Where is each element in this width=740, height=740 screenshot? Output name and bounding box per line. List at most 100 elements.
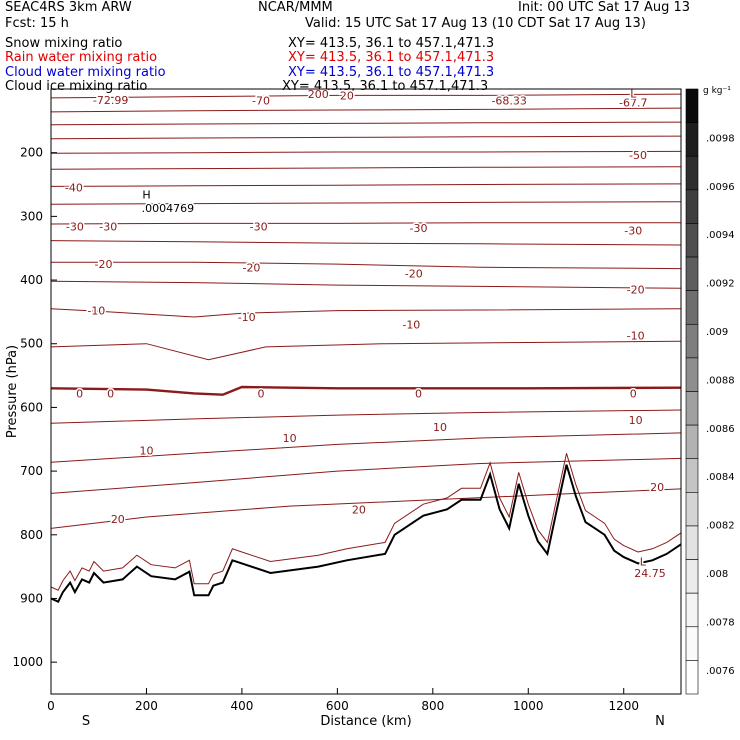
isotherm-line xyxy=(50,409,682,424)
colorbar-label: .008 xyxy=(706,569,728,580)
isotherm-line xyxy=(50,222,681,225)
colorbar-swatch xyxy=(685,122,699,157)
contour-label: 0 xyxy=(258,387,265,400)
colorbar-swatch xyxy=(685,223,699,258)
x-tick-label: 1200 xyxy=(608,699,639,713)
field-name-rain: Rain water mixing ratio xyxy=(5,50,158,65)
x-axis-label: Distance (km) xyxy=(320,714,411,729)
contour-label: 10 xyxy=(283,432,297,445)
x-tick-label: 1000 xyxy=(513,699,544,713)
center-label: NCAR/MMM xyxy=(258,0,333,15)
colorbar-swatch xyxy=(685,189,699,224)
colorbar-swatch xyxy=(685,290,699,325)
contour-label: 0 xyxy=(76,387,83,400)
contour-label: -30 xyxy=(410,222,428,235)
forecast-hour: Fcst: 15 h xyxy=(5,16,69,31)
y-tick-label: 300 xyxy=(20,209,43,223)
x-tick-label: 600 xyxy=(326,699,349,713)
isotherm-line xyxy=(50,166,682,170)
contour-label: 0 xyxy=(107,387,114,400)
y-tick-label: 800 xyxy=(20,528,43,542)
isotherm-line xyxy=(50,340,682,361)
isotherm-line xyxy=(50,107,682,113)
contour-label: 10 xyxy=(629,414,643,427)
colorbar-swatch xyxy=(685,626,699,661)
field-xy-snow: XY= 413.5, 36.1 to 457.1,471.3 xyxy=(288,36,495,51)
x-end-label-south: S xyxy=(82,714,90,729)
isotherm-line xyxy=(50,150,682,154)
colorbar-label: .0078 xyxy=(706,617,735,628)
colorbar-swatch xyxy=(685,660,699,695)
isotherm-line xyxy=(50,488,682,529)
colorbar: .0098 .0096 .0094 .0092 .009 .0088 .0086 .0084.… xyxy=(685,86,735,695)
y-tick-label: 500 xyxy=(20,337,43,351)
field-name-snow: Snow mixing ratio xyxy=(5,36,123,51)
colorbar-swatch xyxy=(685,155,699,191)
colorbar-label: .0082 xyxy=(706,521,735,532)
colorbar-swatch xyxy=(685,88,699,123)
valid-time: Valid: 15 UTC Sat 17 Aug 13 (10 CDT Sat … xyxy=(305,16,646,31)
colorbar-swatch xyxy=(685,357,699,392)
colorbar-swatch xyxy=(685,323,699,359)
x-tick-label: 200 xyxy=(135,699,158,713)
colorbar-label: .0094 xyxy=(706,230,735,241)
contour-label: -10 xyxy=(402,319,420,332)
isotherm-line xyxy=(50,385,682,396)
colorbar-swatch xyxy=(685,525,699,560)
isotherm-line xyxy=(50,121,682,126)
colorbar-label: .0098 xyxy=(706,133,735,144)
isotherm-line xyxy=(50,135,682,140)
colorbar-label: .0092 xyxy=(706,279,735,290)
contour-label: H xyxy=(142,189,150,202)
contour-label: 0 xyxy=(630,387,637,400)
contour-label: 20 xyxy=(352,503,366,516)
x-tick-label: 400 xyxy=(230,699,253,713)
isotherm-line xyxy=(50,183,682,187)
contour-label: -30 xyxy=(250,221,268,234)
y-tick-label: 1000 xyxy=(12,655,43,669)
field-name-cloud-water: Cloud water mixing ratio xyxy=(5,65,166,80)
terrain-line xyxy=(50,464,682,604)
colorbar-swatch xyxy=(685,391,699,426)
x-tick-label: 0 xyxy=(47,699,55,713)
contour-label: -30 xyxy=(624,224,642,237)
contour-label: -10 xyxy=(238,311,256,324)
isotherm-line xyxy=(50,280,682,289)
contour-label: 20 xyxy=(111,513,125,526)
colorbar-swatch xyxy=(685,592,699,628)
colorbar-label: .0084 xyxy=(706,472,735,483)
contour-label: 24.75 xyxy=(634,567,666,580)
contour-label: -10 xyxy=(87,305,105,318)
field-name-cloud-ice: Cloud ice mixing ratio xyxy=(5,79,148,94)
contour-label-layer: -72.99 -70 -68.33 -67.7LH.0004769-40-30 -30-… xyxy=(63,86,667,582)
contour-label: 0 xyxy=(415,387,422,400)
contour-label: -30 xyxy=(99,221,117,234)
colorbar-swatch xyxy=(685,492,699,527)
colorbar-swatch xyxy=(685,424,699,460)
colorbar-swatch xyxy=(685,458,699,493)
isotherm-line xyxy=(51,261,682,270)
y-tick-label: 200 xyxy=(20,146,43,160)
model-title: SEAC4RS 3km ARW xyxy=(5,0,132,15)
isotherm-line xyxy=(50,457,682,494)
contour-label: -20 xyxy=(95,258,113,271)
colorbar-swatch xyxy=(685,256,699,291)
contour-label: -20 xyxy=(405,268,423,281)
init-time: Init: 00 UTC Sat 17 Aug 13 xyxy=(518,0,691,15)
contour-label: -67.7 xyxy=(619,96,647,109)
y-tick-label: 700 xyxy=(20,464,43,478)
colorbar-label: .009 xyxy=(706,327,728,338)
isotherm-layer xyxy=(50,93,682,529)
terrain-layer xyxy=(50,453,682,604)
y-tick-label: 600 xyxy=(20,400,43,414)
y-tick-label: 900 xyxy=(20,591,43,605)
contour-label: 10 xyxy=(433,421,447,434)
contour-label: -20 xyxy=(627,284,645,297)
field-xy-cloud-ice: XY= 413.5, 36.1 to 457.1,471.3 xyxy=(282,79,489,94)
contour-label: -30 xyxy=(66,221,84,234)
contour-label: -20 xyxy=(242,261,260,274)
isotherm-line xyxy=(50,308,682,318)
contour-label: -72.99 xyxy=(93,94,128,107)
